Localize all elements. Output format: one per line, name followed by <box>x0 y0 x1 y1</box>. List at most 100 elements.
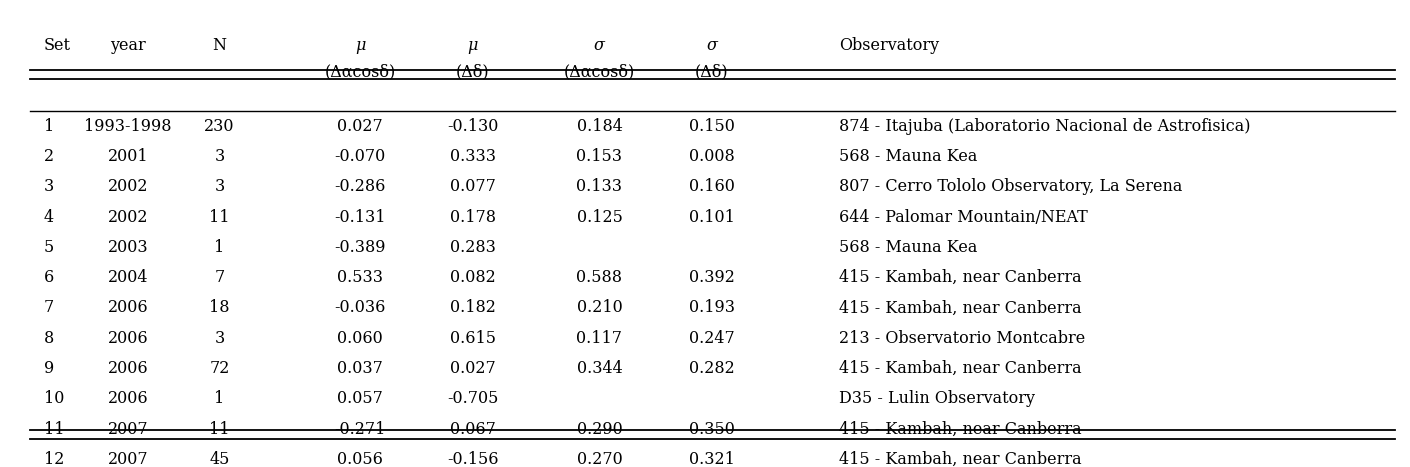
Text: 0.247: 0.247 <box>689 330 735 347</box>
Text: 2006: 2006 <box>107 330 148 347</box>
Text: 0.283: 0.283 <box>450 239 496 256</box>
Text: 2006: 2006 <box>107 299 148 317</box>
Text: 2002: 2002 <box>107 178 148 195</box>
Text: 0.037: 0.037 <box>337 360 384 377</box>
Text: -0.130: -0.130 <box>447 118 499 134</box>
Text: Observatory: Observatory <box>839 37 939 55</box>
Text: 3: 3 <box>214 330 224 347</box>
Text: 0.101: 0.101 <box>689 209 735 226</box>
Text: -0.271: -0.271 <box>334 421 386 438</box>
Text: 11: 11 <box>44 421 63 438</box>
Text: Set: Set <box>44 37 70 55</box>
Text: 1: 1 <box>214 239 224 256</box>
Text: 0.060: 0.060 <box>337 330 384 347</box>
Text: μ: μ <box>468 37 478 55</box>
Text: 0.282: 0.282 <box>689 360 735 377</box>
Text: 0.333: 0.333 <box>450 148 496 165</box>
Text: 0.056: 0.056 <box>337 451 384 467</box>
Text: 8: 8 <box>44 330 54 347</box>
Text: 18: 18 <box>209 299 230 317</box>
Text: 0.344: 0.344 <box>577 360 622 377</box>
Text: 2004: 2004 <box>107 269 148 286</box>
Text: 874 - Itajuba (Laboratorio Nacional de Astrofisica): 874 - Itajuba (Laboratorio Nacional de A… <box>839 118 1251 134</box>
Text: 2001: 2001 <box>107 148 148 165</box>
Text: (Δαcosδ): (Δαcosδ) <box>324 64 396 80</box>
Text: 0.077: 0.077 <box>450 178 496 195</box>
Text: 2006: 2006 <box>107 390 148 407</box>
Text: -0.070: -0.070 <box>334 148 386 165</box>
Text: 415 - Kambah, near Canberra: 415 - Kambah, near Canberra <box>839 299 1081 317</box>
Text: μ: μ <box>355 37 365 55</box>
Text: 213 - Observatorio Montcabre: 213 - Observatorio Montcabre <box>839 330 1084 347</box>
Text: 0.184: 0.184 <box>577 118 622 134</box>
Text: 11: 11 <box>209 209 230 226</box>
Text: 0.150: 0.150 <box>689 118 735 134</box>
Text: 0.133: 0.133 <box>577 178 622 195</box>
Text: 1: 1 <box>44 118 54 134</box>
Text: -0.286: -0.286 <box>334 178 386 195</box>
Text: 2: 2 <box>44 148 54 165</box>
Text: 0.178: 0.178 <box>450 209 496 226</box>
Text: 0.615: 0.615 <box>450 330 496 347</box>
Text: -0.131: -0.131 <box>334 209 386 226</box>
Text: 568 - Mauna Kea: 568 - Mauna Kea <box>839 148 977 165</box>
Text: D35 - Lulin Observatory: D35 - Lulin Observatory <box>839 390 1035 407</box>
Text: 0.193: 0.193 <box>689 299 735 317</box>
Text: 10: 10 <box>44 390 63 407</box>
Text: 7: 7 <box>44 299 54 317</box>
Text: N: N <box>213 37 227 55</box>
Text: σ: σ <box>594 37 605 55</box>
Text: 0.182: 0.182 <box>450 299 496 317</box>
Text: 0.210: 0.210 <box>577 299 622 317</box>
Text: 0.153: 0.153 <box>577 148 622 165</box>
Text: 568 - Mauna Kea: 568 - Mauna Kea <box>839 239 977 256</box>
Text: 12: 12 <box>44 451 63 467</box>
Text: 0.082: 0.082 <box>450 269 496 286</box>
Text: 415 - Kambah, near Canberra: 415 - Kambah, near Canberra <box>839 269 1081 286</box>
Text: 4: 4 <box>44 209 54 226</box>
Text: 2007: 2007 <box>107 451 148 467</box>
Text: 415 - Kambah, near Canberra: 415 - Kambah, near Canberra <box>839 421 1081 438</box>
Text: (Δδ): (Δδ) <box>455 64 489 80</box>
Text: 644 - Palomar Mountain/NEAT: 644 - Palomar Mountain/NEAT <box>839 209 1087 226</box>
Text: 2007: 2007 <box>107 421 148 438</box>
Text: 2003: 2003 <box>107 239 148 256</box>
Text: σ: σ <box>706 37 718 55</box>
Text: 11: 11 <box>209 421 230 438</box>
Text: -0.705: -0.705 <box>447 390 499 407</box>
Text: 2006: 2006 <box>107 360 148 377</box>
Text: 72: 72 <box>209 360 230 377</box>
Text: 0.057: 0.057 <box>337 390 384 407</box>
Text: 0.008: 0.008 <box>689 148 735 165</box>
Text: (Δαcosδ): (Δαcosδ) <box>564 64 634 80</box>
Text: 3: 3 <box>214 178 224 195</box>
Text: -0.156: -0.156 <box>447 451 499 467</box>
Text: 9: 9 <box>44 360 54 377</box>
Text: 2002: 2002 <box>107 209 148 226</box>
Text: -0.036: -0.036 <box>334 299 386 317</box>
Text: 1: 1 <box>214 390 224 407</box>
Text: 415 - Kambah, near Canberra: 415 - Kambah, near Canberra <box>839 451 1081 467</box>
Text: 3: 3 <box>44 178 54 195</box>
Text: 230: 230 <box>204 118 234 134</box>
Text: 0.117: 0.117 <box>577 330 622 347</box>
Text: 0.027: 0.027 <box>337 118 384 134</box>
Text: 1993-1998: 1993-1998 <box>85 118 172 134</box>
Text: 0.350: 0.350 <box>689 421 735 438</box>
Text: 0.533: 0.533 <box>337 269 384 286</box>
Text: 0.027: 0.027 <box>450 360 496 377</box>
Text: (Δδ): (Δδ) <box>695 64 729 80</box>
Text: 0.160: 0.160 <box>689 178 735 195</box>
Text: year: year <box>110 37 145 55</box>
Text: 0.321: 0.321 <box>689 451 735 467</box>
Text: 3: 3 <box>214 148 224 165</box>
Text: 415 - Kambah, near Canberra: 415 - Kambah, near Canberra <box>839 360 1081 377</box>
Text: 0.588: 0.588 <box>577 269 622 286</box>
Text: 5: 5 <box>44 239 54 256</box>
Text: -0.389: -0.389 <box>334 239 386 256</box>
Text: 0.270: 0.270 <box>577 451 622 467</box>
Text: 0.067: 0.067 <box>450 421 496 438</box>
Text: 0.290: 0.290 <box>577 421 622 438</box>
Text: 6: 6 <box>44 269 54 286</box>
Text: 0.392: 0.392 <box>689 269 735 286</box>
